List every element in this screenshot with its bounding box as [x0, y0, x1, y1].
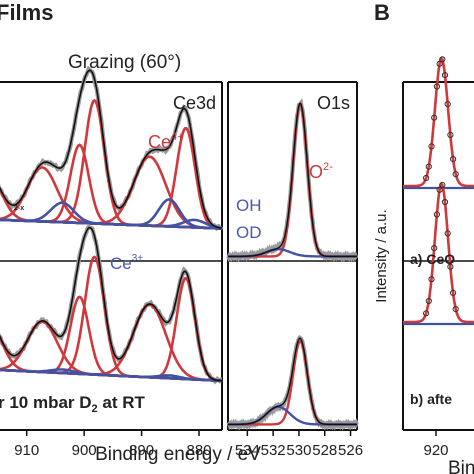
- b-plot: [403, 56, 474, 326]
- ce3d-tick-label-910: 910: [14, 442, 39, 459]
- oh-label: OH: [236, 196, 262, 215]
- b-data-point-a: [441, 72, 449, 79]
- ce3d-tick-label-900: 900: [72, 442, 97, 459]
- b-data-point-b: [444, 230, 451, 237]
- b-data-point-a: [433, 83, 440, 90]
- ce3-label-superscript: 3+: [132, 253, 144, 264]
- ce3d-measured-bottom: [0, 223, 223, 385]
- ce3d-tick-label-890: 890: [129, 442, 154, 459]
- ce3d-ce3-component-bottom-1: [0, 368, 223, 383]
- b-data-point-a: [447, 131, 454, 138]
- b-data-point-a: [423, 174, 430, 182]
- o2-label: O2-: [309, 161, 333, 182]
- ce3d-tick-label-880: 880: [187, 442, 212, 459]
- b-data-point-b: [423, 310, 430, 317]
- o2-label-base: O: [309, 162, 323, 182]
- b-data-point-a: [444, 101, 451, 108]
- o1s-fit-envelope-top: [228, 102, 357, 258]
- ce3d-fit-envelope-top: [0, 69, 223, 229]
- o1s-tick-label-534: 534: [235, 442, 260, 459]
- ce4-label: Ce4+: [148, 131, 184, 152]
- b-y-axis-label: Intensity / a.u.: [373, 209, 390, 302]
- o1s-x-ticks: 534 532 530 528 526: [235, 430, 363, 459]
- b-data-point-b: [436, 186, 443, 193]
- ce3d-plot: [0, 65, 224, 385]
- bottom-label-subscript: 2: [92, 403, 98, 415]
- b-data-point-b: [431, 245, 438, 252]
- bottom-label-part1: r 10 mbar D: [0, 393, 92, 412]
- od-label: OD: [236, 223, 262, 242]
- bottom-label-part2: at RT: [98, 393, 146, 412]
- o1s-plot: [226, 98, 359, 431]
- ce3d-x-ticks: 910 900 890 880: [14, 430, 212, 459]
- o1s-title: O1s: [317, 93, 350, 113]
- b-fit-a: [403, 56, 474, 188]
- b-data-point-a: [450, 156, 457, 163]
- b-x-axis-fragment: Bin: [448, 458, 474, 474]
- o1s-tick-label-526: 526: [338, 442, 363, 459]
- b-data-point-b: [450, 289, 457, 296]
- ce3-label: Ce3+: [110, 253, 143, 273]
- b-data-point-b: [447, 263, 454, 270]
- b-data-point-a: [428, 143, 435, 150]
- cropped-sample-label: 2-x: [14, 205, 24, 212]
- b-data-point-b: [425, 297, 432, 305]
- bottom-condition-label: r 10 mbar D2 at RT: [0, 393, 146, 415]
- panel-b: a) CeO b) afte 920 Bin Intensity / a.u.: [373, 56, 474, 474]
- ce3d-fit-envelope-bottom: [0, 226, 223, 382]
- panel-b-letter: B: [374, 0, 390, 25]
- o1s-o2-component-bottom: [228, 339, 357, 426]
- b-data-point-b: [433, 211, 440, 218]
- x-axis-label: Binding energy / eV: [95, 444, 261, 465]
- b-data-point-b: [441, 198, 449, 206]
- trace-a-label: a) CeO: [410, 251, 455, 267]
- b-tick-label-920: 920: [423, 442, 448, 459]
- b-data-point-a: [439, 56, 446, 63]
- b-data-point-b: [439, 181, 446, 189]
- o1s-tick-label-530: 530: [286, 442, 311, 459]
- o1s-fit-envelope-bottom: [228, 337, 357, 426]
- o1s-tick-label-532: 532: [261, 442, 286, 459]
- ce3d-ce3-component-top-2: [0, 218, 223, 230]
- b-data-point-a: [425, 163, 432, 170]
- grazing-label: Grazing (60°): [68, 52, 181, 73]
- ce4-label-superscript: 4+: [171, 131, 184, 143]
- b-data-point-a: [452, 171, 459, 178]
- b-data-point-b: [428, 276, 435, 283]
- o1s-panel: 534 532 530 528 526 O1s O2- OH OD: [226, 81, 363, 459]
- ce3d-title: Ce3d: [173, 93, 216, 113]
- b-fit-b: [403, 181, 474, 324]
- panel-a-heading: Films: [0, 0, 53, 25]
- o2-label-superscript: 2-: [323, 161, 333, 173]
- ce3d-panel: 910 900 890 880 Ce3d Ce4+ Ce3+ 2-x r 10 mba…: [0, 65, 224, 459]
- ce3-label-base: Ce: [110, 254, 132, 273]
- b-data-point-a: [436, 60, 443, 67]
- ce4-label-base: Ce: [148, 132, 171, 152]
- o1s-tick-label-528: 528: [312, 442, 337, 459]
- b-data-point-a: [431, 114, 438, 121]
- b-data-point-b: [452, 306, 459, 313]
- trace-b-label: b) afte: [410, 391, 452, 407]
